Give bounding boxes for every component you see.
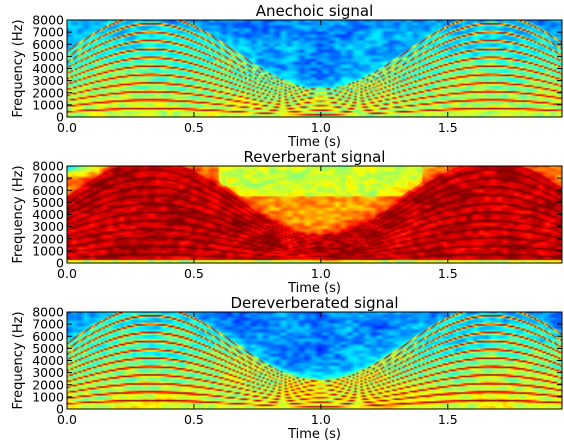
x-tick-label: 1.5 (438, 412, 458, 427)
y-tick-label: 5000 (32, 195, 64, 210)
y-tick-label: 0 (56, 402, 64, 417)
x-tick-label: 1.5 (438, 120, 458, 135)
y-tick-label: 0 (56, 110, 64, 125)
y-tick-label: 2000 (32, 377, 64, 392)
x-axis-label: Time (s) (287, 427, 341, 442)
y-tick-label: 7000 (32, 25, 64, 40)
x-tick-label: 1.0 (311, 412, 331, 427)
y-axis-label: Frequency (Hz) (11, 311, 26, 409)
y-tick-label: 6000 (32, 183, 64, 198)
y-tick-label: 4000 (32, 207, 64, 222)
x-tick-label: 0.5 (184, 412, 204, 427)
spectrogram-heatmap (67, 312, 562, 409)
y-axis-label: Frequency (Hz) (11, 19, 26, 117)
x-tick-label: 0.5 (184, 266, 204, 281)
x-tick-label: 0.0 (57, 412, 77, 427)
y-tick-label: 5000 (32, 49, 64, 64)
y-tick-label: 7000 (32, 171, 64, 186)
x-tick-label: 1.0 (311, 266, 331, 281)
y-tick-label: 6000 (32, 37, 64, 52)
x-axis-label: Time (s) (287, 281, 341, 296)
y-tick-label: 8000 (32, 13, 64, 28)
chart-title: Dereverberated signal (231, 294, 399, 312)
y-tick-label: 4000 (32, 61, 64, 76)
y-tick-label: 2000 (32, 231, 64, 246)
y-tick-label: 6000 (32, 329, 64, 344)
chart-title: Anechoic signal (256, 2, 373, 20)
y-tick-label: 3000 (32, 73, 64, 88)
y-tick-label: 3000 (32, 219, 64, 234)
y-tick-label: 1000 (32, 389, 64, 404)
spectrogram-panel-3: Dereverberated signal 0100020003000400050… (11, 294, 563, 442)
spectrogram-panel-2: Reverberant signal 0100020003000400050006… (11, 148, 563, 296)
y-tick-label: 3000 (32, 365, 64, 380)
spectrogram-heatmap (67, 166, 562, 263)
y-tick-label: 2000 (32, 85, 64, 100)
x-tick-label: 0.0 (57, 266, 77, 281)
y-tick-label: 8000 (32, 159, 64, 174)
y-tick-label: 7000 (32, 317, 64, 332)
y-tick-label: 8000 (32, 305, 64, 320)
spectrogram-heatmap (67, 20, 562, 117)
x-tick-label: 1.0 (311, 120, 331, 135)
y-tick-label: 4000 (32, 353, 64, 368)
x-axis-label: Time (s) (287, 135, 341, 150)
spectrogram-panel-1: Anechoic signal 0100020003000400050006000… (11, 2, 563, 150)
y-tick-label: 1000 (32, 243, 64, 258)
y-axis-label: Frequency (Hz) (11, 165, 26, 263)
y-tick-label: 5000 (32, 341, 64, 356)
x-tick-label: 1.5 (438, 266, 458, 281)
y-tick-label: 1000 (32, 97, 64, 112)
chart-title: Reverberant signal (244, 148, 386, 166)
x-tick-label: 0.0 (57, 120, 77, 135)
y-tick-label: 0 (56, 256, 64, 271)
x-tick-label: 0.5 (184, 120, 204, 135)
